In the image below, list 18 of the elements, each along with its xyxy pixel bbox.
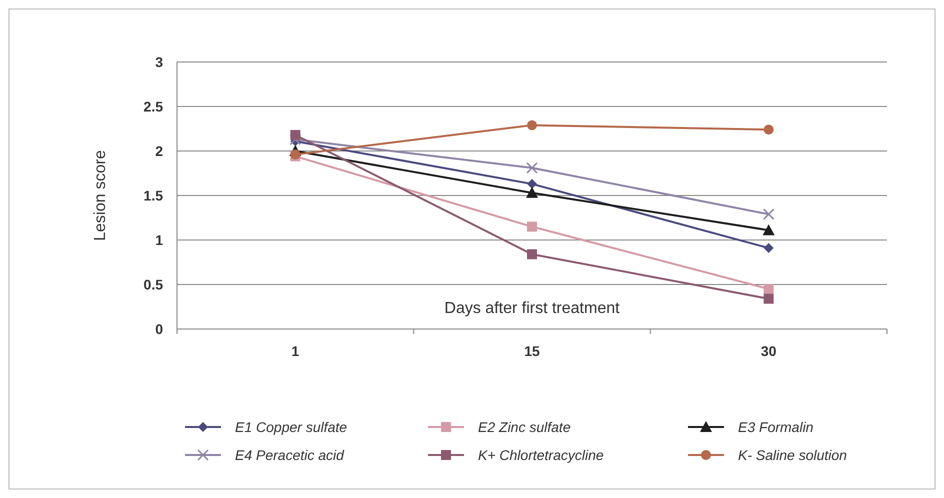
- x-axis-title: Days after first treatment: [444, 300, 620, 317]
- x-tick-label: 30: [760, 343, 777, 359]
- legend-label: E3 Formalin: [738, 418, 814, 435]
- y-tick-label: 0.5: [144, 276, 164, 292]
- y-tick-label: 2.5: [144, 98, 164, 114]
- x-tick-label: 1: [291, 343, 300, 359]
- y-axis-title: Lesion score: [92, 150, 109, 241]
- legend-label: K- Saline solution: [738, 446, 848, 463]
- y-tick-label: 1: [155, 232, 164, 248]
- x-tick-label: 15: [524, 343, 540, 359]
- legend-label: K+ Chlortetracycline: [478, 446, 604, 463]
- y-tick-label: 1.5: [144, 187, 164, 204]
- legend-label: E4 Peracetic acid: [235, 446, 346, 463]
- legend-label: E1 Copper sulfate: [235, 418, 348, 435]
- y-tick-label: 3: [155, 54, 164, 70]
- legend-label: E2 Zinc sulfate: [478, 418, 571, 435]
- y-tick-label: 2: [155, 142, 164, 159]
- y-tick-label: 0: [155, 320, 164, 337]
